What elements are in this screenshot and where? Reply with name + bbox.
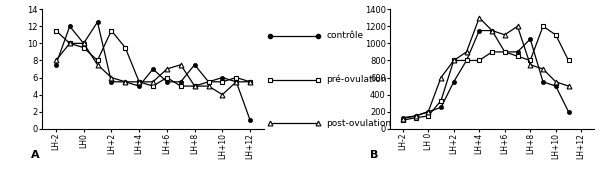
Text: B: B <box>370 150 378 160</box>
Text: post-ovulation: post-ovulation <box>326 119 392 128</box>
Text: pré-ovulation: pré-ovulation <box>326 75 387 84</box>
Text: A: A <box>31 150 40 160</box>
Text: contrôle: contrôle <box>326 31 364 40</box>
